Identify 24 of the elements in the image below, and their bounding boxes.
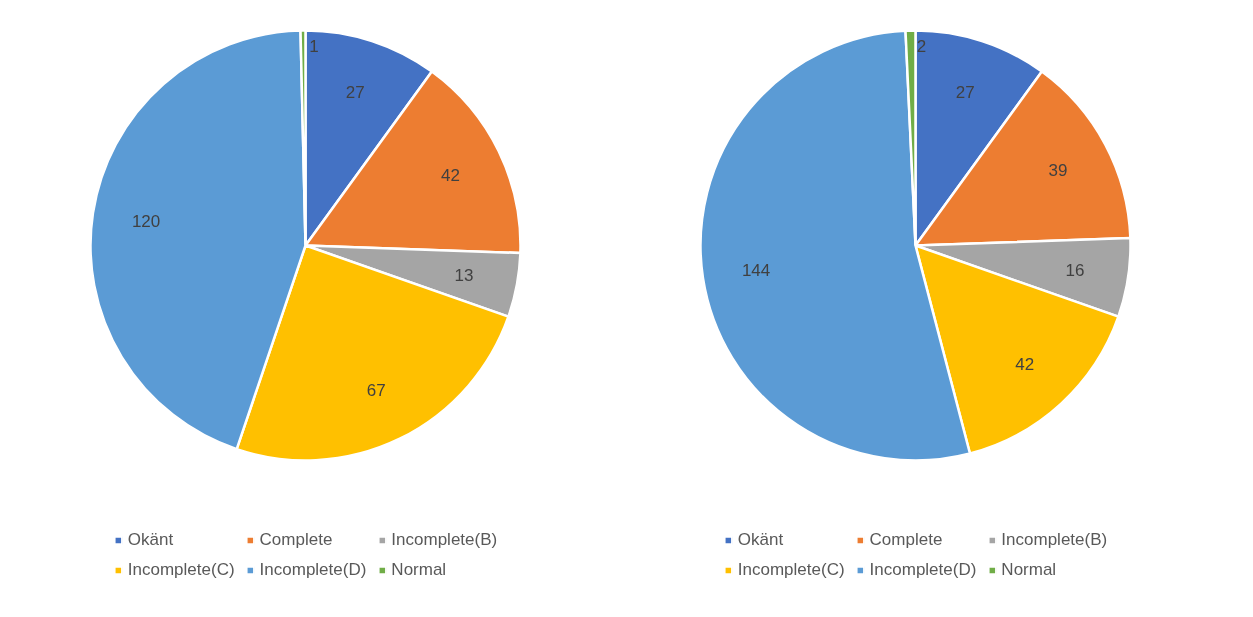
legend-label: Normal <box>1001 560 1057 580</box>
data-label: 2 <box>916 36 927 56</box>
data-label: 27 <box>345 83 365 103</box>
legend-label: Incomplete(C) <box>127 560 235 580</box>
data-label: 144 <box>741 260 771 280</box>
data-label: 67 <box>366 381 386 401</box>
legend-label: Okänt <box>737 530 784 550</box>
legend-label: Incomplete(B) <box>1001 530 1108 550</box>
data-label: 42 <box>1015 355 1035 375</box>
legend-label: Complete <box>259 530 333 550</box>
legend-label: Complete <box>869 530 943 550</box>
legend-label: Incomplete(D) <box>259 560 367 580</box>
legend-label: Incomplete(C) <box>737 560 845 580</box>
data-label: 16 <box>1065 260 1085 280</box>
legend-label: Normal <box>391 560 447 580</box>
legend-label: Incomplete(D) <box>869 560 977 580</box>
data-label: 42 <box>440 165 460 185</box>
data-label: 13 <box>454 266 474 286</box>
data-label: 120 <box>131 212 161 232</box>
legend-label: Incomplete(B) <box>391 530 498 550</box>
data-label: 39 <box>1048 160 1068 180</box>
legend-label: Okänt <box>127 530 174 550</box>
data-label: 27 <box>955 83 975 103</box>
data-label: 1 <box>309 36 319 56</box>
